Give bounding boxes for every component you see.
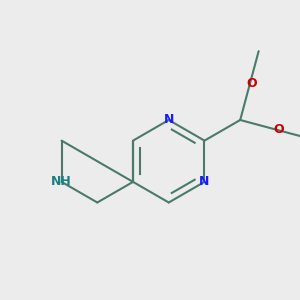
Text: N: N — [164, 113, 174, 127]
Text: O: O — [247, 77, 257, 90]
Text: N: N — [199, 176, 210, 188]
Text: NH: NH — [51, 176, 72, 188]
Text: O: O — [273, 123, 284, 136]
